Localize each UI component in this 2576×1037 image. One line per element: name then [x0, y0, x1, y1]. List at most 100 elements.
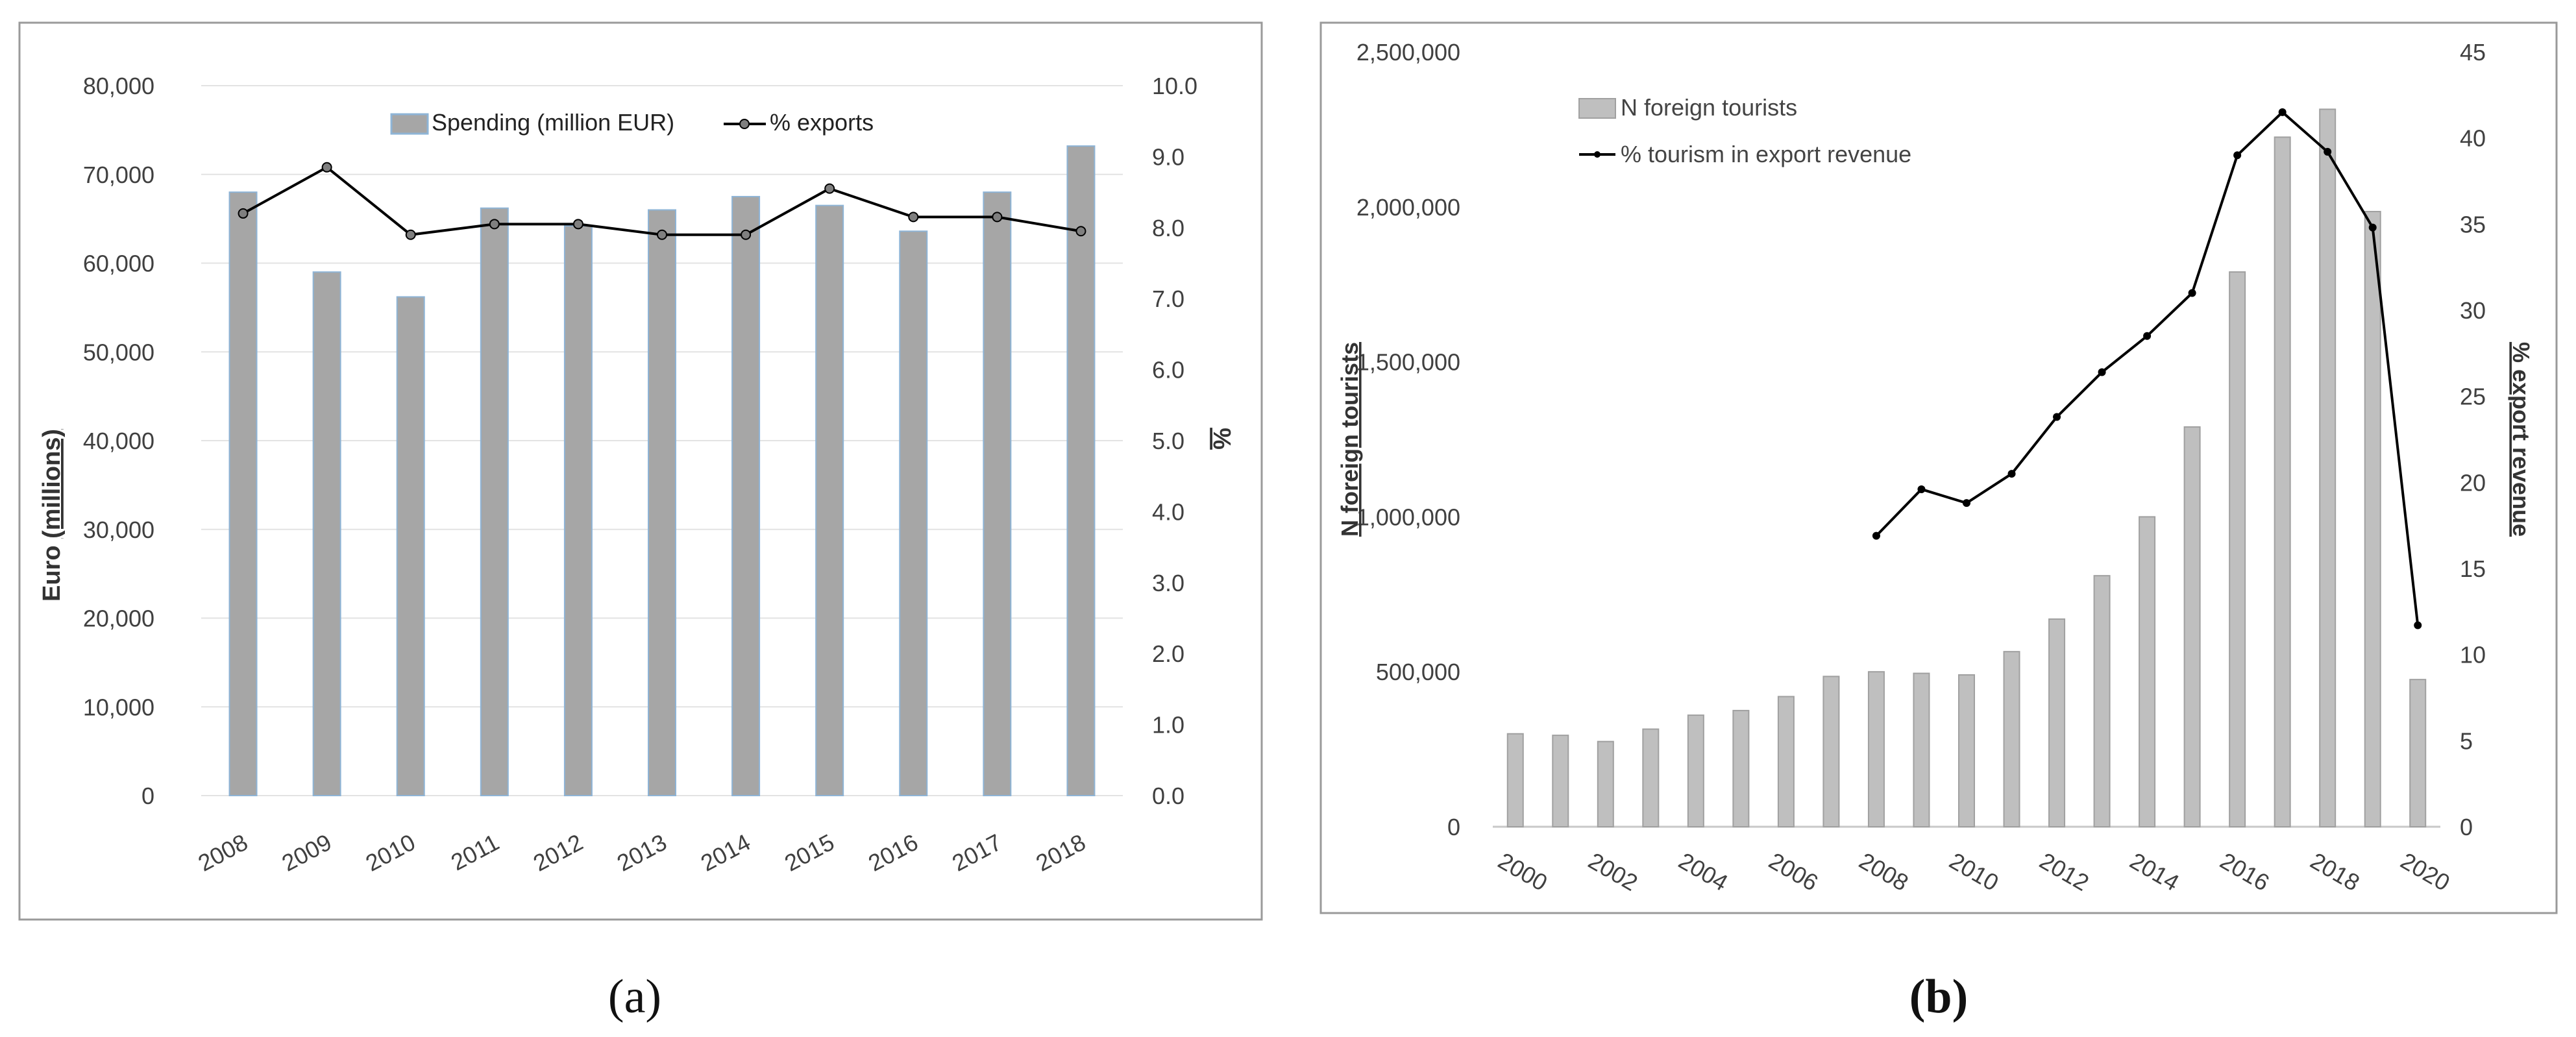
- panel-a-right-tick-label: 8.0: [1152, 215, 1184, 241]
- panel-a-exports-point-2013: [657, 229, 667, 240]
- panel-a-legend-line-label: % exports: [770, 109, 874, 136]
- panel-a-right-tick-label: 5.0: [1152, 428, 1184, 454]
- panel-a-right-tick-label: 1.0: [1152, 712, 1184, 738]
- panel-a-right-tick-label: 4.0: [1152, 498, 1184, 525]
- panel-b-export-share-point-2012: [2053, 413, 2061, 421]
- panel-b-bars: [1506, 108, 2427, 828]
- panel-b-export-share-point-2009: [1917, 485, 1926, 493]
- panel-b-export-share-point-2019: [2368, 223, 2377, 232]
- panel-a-right-tick-label: 7.0: [1152, 286, 1184, 312]
- panel-a-left-tick-label: 10,000: [83, 694, 154, 720]
- panel-a-left-tick-label: 30,000: [83, 517, 154, 543]
- panel-b-bar-2009: [1913, 672, 1930, 828]
- panel-b-frame: [1319, 21, 2558, 914]
- panel-a-right-tick-label: 10.0: [1152, 73, 1197, 99]
- panel-a-left-axis-title-part2: (millions): [38, 429, 66, 539]
- panel-b-bar-2006: [1777, 696, 1795, 827]
- panel-b-export-share-point-2013: [2098, 368, 2106, 376]
- panel-b-bar-2004: [1687, 714, 1704, 827]
- panel-b-bar-2002: [1597, 740, 1614, 828]
- panel-b-right-tick-label: 35: [2460, 211, 2486, 238]
- panel-b-legend-line-marker: [1594, 151, 1601, 158]
- panel-b-bar-2003: [1642, 728, 1660, 828]
- panel-a-exports-point-2018: [1075, 226, 1086, 237]
- panel-a-legend: Spending (million EUR) % exports: [390, 109, 874, 136]
- panel-b-legend: N foreign tourists % tourism in export r…: [1578, 94, 1911, 167]
- panel-b-bar-2012: [2048, 618, 2066, 827]
- panel-a-frame: [18, 21, 1263, 921]
- panel-b-bar-2018: [2319, 108, 2337, 828]
- panel-b-bar-2008: [1867, 671, 1885, 827]
- panel-b-left-axis-title: N foreign tourists: [1336, 342, 1363, 537]
- panel-b-right-tick-label: 5: [2460, 727, 2473, 754]
- panel-a-left-axis-title: Euro (millions): [38, 429, 66, 602]
- panel-b-bar-2013: [2093, 575, 2111, 827]
- panel-a-right-tick-label: 6.0: [1152, 357, 1184, 384]
- panel-a-left-tick-label: 60,000: [83, 250, 154, 277]
- panel-b-right-tick-label: 10: [2460, 642, 2486, 668]
- panel-a-bar-2008: [228, 191, 258, 797]
- panel-b-right-tick-label: 45: [2460, 39, 2486, 66]
- panel-a-bar-2013: [648, 209, 676, 796]
- panel-a-exports-point-2011: [489, 219, 500, 230]
- panel-b-legend-bar-label: N foreign tourists: [1621, 94, 1797, 121]
- panel-b-bar-2015: [2183, 426, 2201, 827]
- panel-a-line: [238, 162, 1086, 240]
- panel-a-left-tick-label: 50,000: [83, 339, 154, 365]
- panel-b-left-tick-label: 500,000: [1376, 659, 1460, 685]
- panel-a-exports-point-2012: [572, 219, 583, 230]
- panel-a-bar-2018: [1066, 145, 1096, 797]
- panel-b-export-share-point-2015: [2188, 289, 2196, 297]
- panel-a-exports-point-2009: [321, 162, 332, 173]
- panel-b-right-axis-ticks: 0 5 10 15 20 25 30 35 40 45: [2460, 39, 2486, 840]
- panel-b-bar-2007: [1822, 676, 1840, 828]
- panel-a-exports-point-2015: [824, 183, 835, 194]
- panel-a-bar-2011: [480, 207, 509, 796]
- panel-b-export-share-point-2011: [2007, 470, 2016, 478]
- panel-a-right-tick-label: 9.0: [1152, 143, 1184, 170]
- panel-b-export-share-point-2020: [2414, 621, 2422, 629]
- panel-b-export-share-point-2008: [1872, 531, 1880, 540]
- panel-b-right-tick-label: 30: [2460, 297, 2486, 324]
- panel-a-legend-bar-swatch: [390, 113, 429, 135]
- panel-b-bar-2010: [1958, 674, 1975, 827]
- panel-b-left-axis-ticks: 0 500,000 1,000,000 1,500,000 2,000,000 2,500…: [1356, 39, 1460, 840]
- panel-a-bar-2012: [563, 225, 593, 796]
- panel-b-export-share-point-2016: [2233, 151, 2242, 160]
- panel-b: 0 500,000 1,000,000 1,500,000 2,000,000 2,500…: [1319, 21, 2558, 1023]
- panel-a-legend-bar-label: Spending (million EUR): [432, 109, 674, 136]
- panel-b-bar-2014: [2139, 516, 2156, 828]
- panel-a-left-tick-label: 40,000: [83, 428, 154, 454]
- panel-b-export-share-point-2010: [1963, 499, 1970, 507]
- panel-a: 0 10,000 20,000 30,000 40,000 50,000 60,000 70,…: [18, 21, 1263, 1023]
- panel-a-left-axis-title-part1: Euro: [38, 539, 66, 602]
- panel-a-caption: (a): [608, 970, 661, 1023]
- panel-b-bar-2005: [1732, 709, 1750, 828]
- panel-a-bar-2017: [983, 191, 1012, 797]
- panel-a-left-tick-label: 0: [141, 783, 154, 809]
- panel-b-bar-2019: [2364, 210, 2381, 827]
- panel-b-bar-2001: [1552, 735, 1569, 828]
- panel-a-bar-2010: [396, 296, 425, 796]
- panel-b-bar-2020: [2409, 679, 2427, 828]
- panel-b-bar-2000: [1506, 733, 1524, 827]
- panel-b-right-axis-title: % export revenue: [2508, 342, 2534, 537]
- panel-b-bar-2017: [2274, 136, 2291, 828]
- panel-b-left-tick-label: 0: [1447, 814, 1460, 840]
- panel-b-legend-bar-swatch: [1578, 98, 1616, 119]
- panel-b-caption: (b): [1909, 970, 1968, 1023]
- panel-a-exports-point-2008: [238, 208, 249, 219]
- panel-a-left-tick-label: 70,000: [83, 162, 154, 188]
- panel-a-bar-2015: [815, 204, 844, 796]
- panel-b-bar-2011: [2003, 651, 2020, 827]
- panel-b-bar-2016: [2229, 271, 2246, 827]
- panel-a-bar-2016: [899, 230, 928, 796]
- panel-a-exports-point-2017: [992, 212, 1003, 223]
- panel-a-legend-line-marker: [739, 119, 750, 129]
- panel-a-bar-2009: [312, 271, 341, 796]
- panel-a-right-tick-label: 3.0: [1152, 570, 1184, 596]
- panel-b-right-tick-label: 15: [2460, 555, 2486, 582]
- panel-b-left-tick-label: 2,000,000: [1356, 194, 1460, 221]
- panel-a-exports-point-2014: [741, 229, 752, 240]
- panel-a-bars: [228, 145, 1096, 797]
